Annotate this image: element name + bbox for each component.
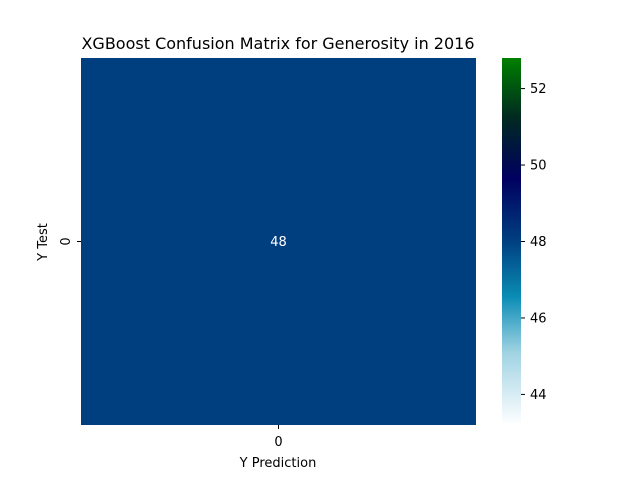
colorbar-tick-label: 48 xyxy=(530,235,547,250)
y-axis-label: Y Test xyxy=(36,223,51,262)
colorbar-ticks: 44 46 48 50 52 xyxy=(521,82,547,403)
colorbar-tick-label: 52 xyxy=(530,82,547,97)
heatmap-cell xyxy=(81,58,476,425)
x-axis: 0 xyxy=(274,425,283,450)
colorbar-tick-label: 50 xyxy=(530,159,547,174)
colorbar-tick-label: 44 xyxy=(530,388,547,403)
colorbar: 44 46 48 50 52 xyxy=(502,58,547,425)
x-tick-label: 0 xyxy=(274,435,282,450)
cell-annotation: 48 xyxy=(270,235,287,250)
x-axis-label: Y Prediction xyxy=(239,456,317,471)
chart-title: XGBoost Confusion Matrix for Generosity … xyxy=(81,34,474,53)
y-axis: 0 xyxy=(59,237,81,246)
heatmap-cells: 48 xyxy=(81,58,476,425)
colorbar-tick-label: 46 xyxy=(530,311,547,326)
colorbar-gradient xyxy=(502,58,521,425)
y-tick-label: 0 xyxy=(59,237,74,245)
